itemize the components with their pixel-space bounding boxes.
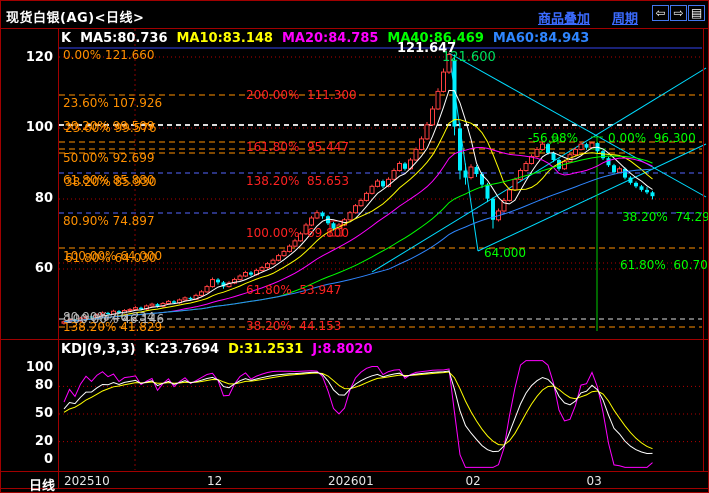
candles	[61, 52, 655, 325]
ma-value: MA40:86.469	[387, 31, 484, 46]
fib-label: 138.20% 41.829	[63, 320, 163, 334]
divider-axis	[1, 471, 708, 472]
prev-arrow-button[interactable]: ⇦	[652, 5, 669, 21]
rect-drawing	[329, 220, 343, 237]
fib-label: 121.647	[397, 41, 457, 56]
fib-label: 100.00% 69.800	[246, 226, 350, 240]
trendline	[448, 52, 707, 198]
fib-label: 121.600	[442, 50, 496, 65]
fib-label: 0.00% 96.300	[608, 131, 696, 145]
fib-label: 61.80% 64.030	[65, 251, 157, 265]
fib-label: 50.00% 92.699	[63, 151, 155, 165]
ma-value: MA60:84.943	[492, 31, 590, 46]
fib-label: 100.00% 46.146	[65, 312, 165, 326]
trendline	[371, 67, 707, 273]
ma-value: MA5:80.736	[80, 31, 168, 46]
kdj-lines	[63, 360, 653, 468]
kdj-y-tick: 20	[34, 433, 53, 449]
title-bar: 现货白银(AG)<日线> 商品叠加 周期 ⇦ ⇨ ▤	[1, 1, 708, 28]
fib-label: 0.00% 121.660	[63, 48, 155, 62]
kdj-y-tick: 100	[25, 360, 53, 375]
fib-label: 161.80% 95.447	[246, 140, 350, 154]
fib-label: 64.000	[484, 246, 526, 260]
axis-gutter-border	[58, 28, 59, 488]
divider-panels	[1, 339, 708, 340]
kdj-value: J:8.8020	[312, 342, 373, 357]
overlay-product-link[interactable]: 商品叠加	[538, 12, 591, 27]
main-indicator-label: K	[61, 31, 72, 46]
plot-right-border	[703, 28, 704, 471]
period-link[interactable]: 周期	[612, 12, 639, 27]
main-y-tick: 100	[25, 120, 53, 136]
main-y-tick: 60	[34, 261, 53, 276]
fib-label: 38.20% 85.930	[65, 175, 157, 189]
fib-label: 138.20% 85.653	[246, 174, 350, 188]
kdj-plot-area[interactable]	[59, 358, 703, 470]
kdj-value: D:31.2531	[228, 342, 304, 357]
kdj-value: KDJ(9,3,3)	[61, 342, 136, 357]
fib-label: -56.08%	[528, 131, 579, 145]
period-label: 日线	[28, 479, 55, 493]
fib-label: 23.60% 107.926	[63, 96, 163, 110]
fib-label: 80.90% 74.897	[63, 214, 155, 228]
main-plot-area[interactable]	[59, 29, 703, 339]
fib-label: 38.20% 99.509	[63, 119, 155, 133]
x-tick: 12	[207, 474, 223, 488]
ma-lines	[63, 89, 653, 323]
ma-value: MA20:84.785	[281, 31, 379, 46]
fib-label: 80.90% 46.234	[63, 310, 155, 324]
x-tick: 03	[586, 474, 602, 488]
divider-bottom	[1, 488, 708, 489]
fib-label: 61.80% 85.880	[63, 173, 155, 187]
x-tick: 202601	[328, 474, 374, 488]
trendline	[477, 143, 707, 252]
fib-label: 38.20% 44.153	[246, 319, 342, 333]
fib-label: 100.00% 64.000	[63, 249, 163, 263]
kdj-y-tick: 0	[43, 452, 53, 467]
main-y-tick: 120	[25, 50, 53, 65]
main-y-tick: 80	[34, 190, 53, 206]
fib-label: 38.20% 74.29	[622, 210, 709, 224]
x-tick: 202510	[64, 474, 110, 488]
kdj-header: KDJ(9,3,3) K:23.7694 D:31.2531 J:8.8020	[61, 342, 382, 357]
fib-label: 200.00% 111.300	[246, 88, 357, 102]
kdj-value: K:23.7694	[144, 342, 220, 357]
ma-value: MA10:83.148	[176, 31, 273, 46]
x-tick: 02	[465, 474, 481, 488]
layout-split-button[interactable]: ▤	[688, 5, 705, 21]
fib-label: 23.60% 99.576	[65, 121, 157, 135]
fib-label: 61.80% 60.70	[620, 258, 708, 272]
kdj-y-tick: 80	[34, 378, 53, 394]
next-arrow-button[interactable]: ⇨	[670, 5, 687, 21]
ma-header: K MA5:80.736 MA10:83.148 MA20:84.785 MA40:86…	[61, 31, 598, 46]
fib-label: 61.80% 53.947	[246, 283, 342, 297]
divider-titlebar	[1, 28, 708, 29]
symbol-title: 现货白银(AG)<日线>	[6, 11, 145, 26]
kdj-y-tick: 50	[34, 406, 53, 421]
